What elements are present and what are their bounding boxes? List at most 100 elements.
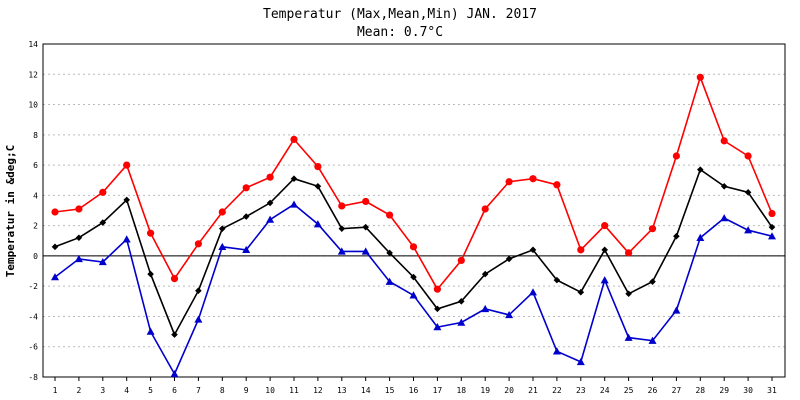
data-point [313,220,322,228]
data-point [218,242,227,251]
x-tick-label: 17 [433,386,443,395]
data-point [266,215,275,223]
data-point [74,254,83,263]
data-point [552,347,561,355]
data-point [744,189,752,196]
data-point [51,243,59,251]
data-point [625,290,632,298]
x-tick-label: 10 [265,386,275,395]
data-point [505,255,513,263]
data-point [314,163,322,171]
data-point [242,245,251,254]
data-point [768,223,776,231]
data-point [122,235,131,243]
data-point [673,232,680,240]
data-point [505,178,513,186]
data-point [696,73,704,81]
series-line-2 [54,203,773,376]
data-point [577,246,585,254]
data-point [768,232,776,240]
x-tick-label: 4 [124,386,129,395]
y-tick-label: -4 [28,312,38,321]
data-point [553,276,561,284]
x-tick-label: 16 [409,386,419,395]
data-point [577,288,585,296]
plot-frame [42,43,786,378]
data-point [314,182,322,190]
y-tick-label: 6 [33,161,38,170]
x-tick-label: 27 [672,386,682,395]
data-point [457,318,466,326]
data-point [625,249,633,257]
data-point [529,288,537,296]
data-point [98,257,107,266]
data-point [576,357,585,366]
data-point [194,240,202,248]
data-point [624,333,633,341]
data-point [266,199,274,207]
x-tick-label: 15 [385,386,395,395]
y-tick-label: 10 [28,101,38,110]
data-point [744,226,753,234]
x-tick-label: 7 [196,386,201,395]
data-point [242,213,250,220]
data-point [601,222,609,230]
data-point [481,270,489,278]
data-point [696,233,705,241]
data-point [147,229,155,237]
data-point [720,214,729,222]
data-point [458,298,465,305]
data-point [266,173,274,181]
data-point [338,225,346,232]
y-tick-label: -8 [28,373,38,382]
y-tick-label: 12 [28,70,38,79]
y-tick-label: 14 [28,40,38,49]
x-tick-label: 21 [528,386,538,395]
y-tick-label: 0 [33,252,38,261]
data-point [386,249,393,257]
x-tick-label: 24 [600,386,610,395]
data-point [720,137,728,145]
data-point [744,152,752,160]
x-tick-label: 18 [456,386,466,395]
data-point [529,246,537,254]
data-point [147,270,154,278]
data-point [362,223,369,231]
chart-subtitle: Mean: 0.7°C [357,25,443,40]
x-tick-label: 9 [244,386,249,395]
x-tick-label: 30 [743,386,753,395]
x-tick-label: 2 [76,386,81,395]
data-point [123,196,130,204]
data-point [361,247,370,255]
data-point [601,246,608,254]
data-point [75,234,83,242]
x-tick-label: 11 [289,386,299,395]
data-point [290,135,298,143]
x-tick-label: 14 [361,386,371,395]
data-point [337,247,346,255]
x-tick-label: 8 [220,386,225,395]
y-tick-label: -2 [28,282,38,291]
data-point [505,310,514,319]
data-point [386,211,394,219]
x-tick-label: 3 [100,386,105,395]
x-tick-label: 12 [313,386,323,395]
data-point [529,175,537,183]
x-tick-label: 13 [337,386,347,395]
data-point [218,208,226,216]
data-point [362,197,370,206]
data-point [768,209,776,218]
data-point [123,161,131,169]
data-point [51,273,59,281]
data-point [338,202,346,210]
x-tick-label: 5 [148,386,153,395]
data-point [410,273,417,281]
x-tick-label: 31 [767,386,777,395]
data-point [194,315,203,323]
y-axis-label: Temperatur in &deg;C [4,145,17,277]
data-point [51,208,59,216]
x-tick-label: 26 [648,386,658,395]
data-point [720,182,728,190]
